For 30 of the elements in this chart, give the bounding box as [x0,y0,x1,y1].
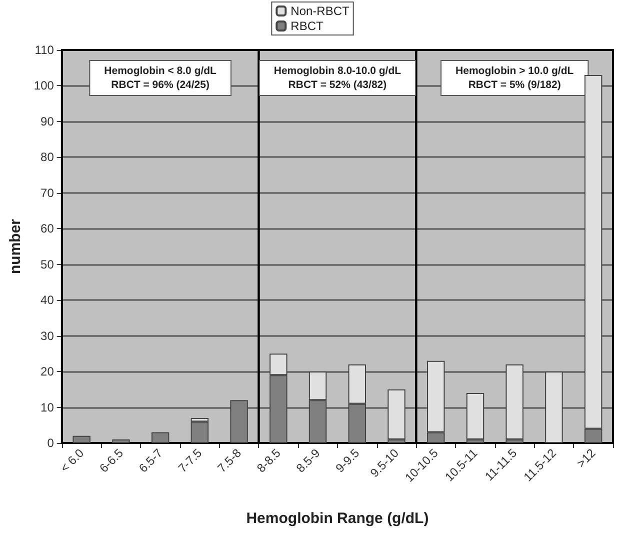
y-tick-label: 60 [40,222,54,236]
band-label: Hemoglobin > 10.0 g/dL RBCT = 5% (9/182) [456,65,574,91]
x-tick-label: < 6.0 [58,446,87,476]
bar [190,422,209,443]
y-tick-label: 30 [40,328,54,343]
bar [230,400,248,443]
y-tick-label: 70 [40,186,54,200]
y-tick-label: 50 [40,257,54,272]
y-tick-label: 110 [34,43,54,57]
bar [112,439,130,443]
band-label: Hemoglobin 8.0-10.0 g/dL RBCT = 52% (43/82) [274,65,402,91]
bar [545,372,563,443]
x-tick-label: >12 [574,446,598,470]
y-tick-label: 80 [40,150,54,164]
y-tick-label: 100 [34,78,54,93]
y-tick-label: 40 [40,293,54,308]
x-axis-title: Hemoglobin Range (g/dL) [246,510,429,527]
legend-label: RBCT [290,19,324,33]
band-label: Hemoglobin < 8.0 g/dL RBCT = 96% (24/25) [104,65,218,91]
bar [388,389,406,440]
bar [151,432,170,443]
y-tick-label: 90 [40,114,54,128]
y-tick-label: 0 [47,436,54,450]
bar [506,364,524,440]
bar [466,392,484,440]
legend-label: Non-RBCT [290,4,350,18]
y-axis-title: number [7,218,24,274]
y-tick-label: 10 [40,400,54,414]
y-tick-label: 20 [40,364,54,379]
bar [72,436,90,443]
